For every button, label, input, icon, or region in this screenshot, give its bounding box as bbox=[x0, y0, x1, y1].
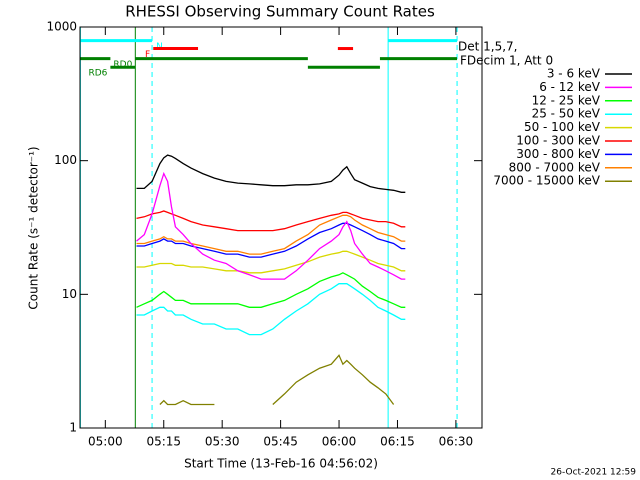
flag-label: F bbox=[145, 50, 150, 60]
x-tick-label: 05:00 bbox=[88, 435, 123, 449]
x-tick-label: 05:30 bbox=[205, 435, 240, 449]
x-tick-label: 05:45 bbox=[263, 435, 298, 449]
series-line bbox=[159, 354, 395, 406]
series-line bbox=[136, 171, 406, 280]
flag-label: RD0 bbox=[113, 60, 132, 70]
series-line bbox=[136, 283, 406, 336]
series-line bbox=[136, 214, 406, 255]
legend-label: 800 - 7000 keV bbox=[509, 160, 601, 174]
y-tick-label: 10 bbox=[62, 287, 77, 301]
legend-label: 3 - 6 keV bbox=[547, 67, 601, 81]
flag-label: RD6 bbox=[88, 69, 107, 79]
plot-frame bbox=[79, 26, 483, 429]
y-tick-label: 1 bbox=[69, 421, 77, 435]
x-tick-label: 06:00 bbox=[322, 435, 357, 449]
x-tick-label: 06:15 bbox=[380, 435, 415, 449]
legend-label: 12 - 25 keV bbox=[532, 93, 601, 107]
series-line bbox=[136, 272, 406, 308]
y-tick-label: 100 bbox=[54, 153, 77, 167]
legend-label: 25 - 50 keV bbox=[532, 107, 601, 121]
x-axis-label: Start Time (13-Feb-16 04:56:02) bbox=[184, 457, 378, 471]
x-tick-label: 06:30 bbox=[439, 435, 474, 449]
legend-label: 50 - 100 keV bbox=[524, 120, 601, 134]
legend-header: FDecim 1, Att 0 bbox=[460, 54, 553, 68]
series-line bbox=[136, 222, 406, 258]
legend-label: 7000 - 15000 keV bbox=[493, 174, 600, 188]
legend-header: Det 1,5,7, bbox=[458, 40, 518, 54]
legend-label: 100 - 300 keV bbox=[516, 134, 600, 148]
footer: 26-Oct-2021 12:59 bbox=[551, 468, 637, 478]
y-tick-label: 1000 bbox=[46, 20, 77, 34]
y-axis-label: Count Rate (s⁻¹ detector⁻¹) bbox=[27, 146, 41, 309]
legend-label: 300 - 800 keV bbox=[516, 147, 600, 161]
x-tick-label: 05:15 bbox=[146, 435, 181, 449]
series-line bbox=[136, 210, 406, 232]
chart-title: RHESSI Observing Summary Count Rates bbox=[125, 3, 435, 21]
series-line bbox=[136, 154, 406, 193]
legend-label: 6 - 12 keV bbox=[539, 80, 601, 94]
